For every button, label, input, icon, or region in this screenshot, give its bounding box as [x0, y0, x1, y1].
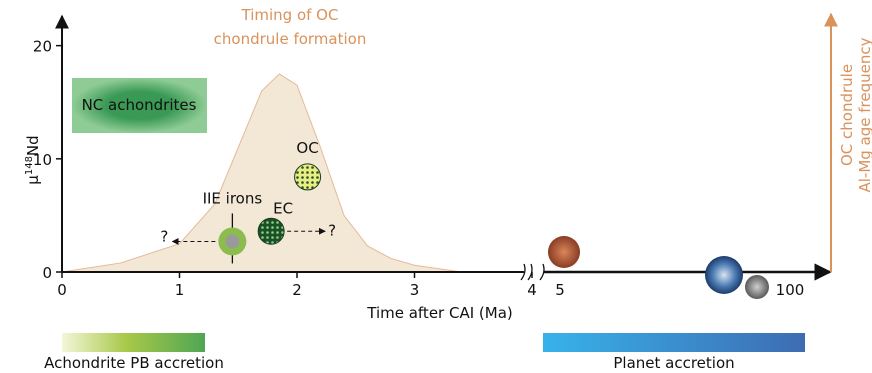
point-core	[225, 234, 240, 249]
x-tick-label: 2	[292, 281, 302, 299]
y-label-sup: 148	[24, 156, 35, 175]
break-tick-label: 5	[555, 281, 565, 299]
bar-label: Achondrite PB accretion	[44, 354, 224, 372]
nc-box	[72, 78, 207, 133]
point	[257, 217, 285, 245]
plot	[61, 73, 462, 273]
x-axis-label: Time after CAI (Ma)	[366, 304, 513, 322]
curve-title: Timing of OC	[241, 6, 339, 24]
y-label-element: Nd	[24, 135, 42, 156]
earth	[705, 256, 743, 294]
x-tick-label: 1	[175, 281, 185, 299]
bar-label: Planet accretion	[613, 354, 734, 372]
x-tick-label: 4	[527, 281, 537, 299]
question-mark: ?	[328, 221, 336, 239]
chondrule-curve	[61, 73, 462, 273]
y-axis-label: μ148Nd	[24, 135, 42, 184]
point-label: OC	[296, 139, 318, 157]
right-axis-label: Al-Mg age frequency	[856, 37, 872, 192]
mars	[548, 236, 580, 268]
x-tick-label: 0	[57, 281, 67, 299]
break-tick-label: 100	[776, 281, 805, 299]
point-label: IIE irons	[203, 189, 263, 207]
x-tick-label: 3	[410, 281, 420, 299]
point-label: EC	[273, 199, 293, 217]
achondrite-bar	[62, 333, 205, 352]
y-label-symbol: μ	[24, 175, 42, 185]
y-tick-label: 10	[33, 151, 52, 169]
question-mark: ?	[160, 227, 168, 245]
right-axis-label: OC chondrule	[838, 64, 856, 166]
axis-break	[539, 263, 545, 281]
planet-bar	[543, 333, 805, 352]
moon	[745, 275, 769, 299]
y-tick-label: 20	[33, 38, 52, 56]
y-tick-label: 0	[42, 264, 52, 282]
curve-title: chondrule formation	[214, 30, 367, 48]
point	[294, 163, 322, 191]
nc-label: NC achondrites	[82, 96, 197, 114]
